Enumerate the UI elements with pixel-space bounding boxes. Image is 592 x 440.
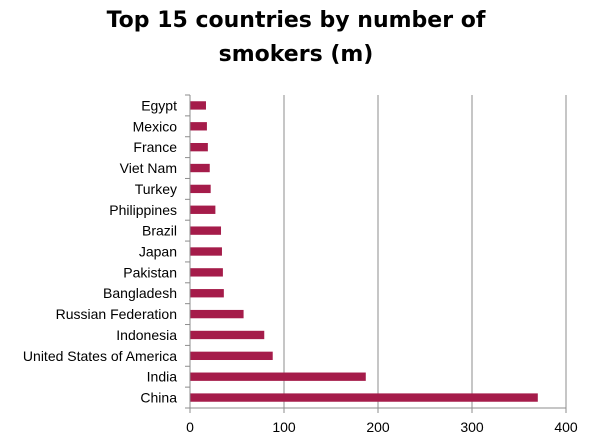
category-label-france: France xyxy=(133,139,177,155)
bar-japan xyxy=(190,247,222,256)
category-label-indonesia: Indonesia xyxy=(116,327,177,343)
category-label-russian-federation: Russian Federation xyxy=(56,306,177,322)
category-label-pakistan: Pakistan xyxy=(123,264,177,280)
bar-united-states-of-america xyxy=(190,351,273,361)
category-label-china: China xyxy=(140,390,177,406)
x-tick-label-200: 200 xyxy=(366,419,390,435)
chart-title-line-2: smokers (m) xyxy=(218,42,374,67)
category-label-united-states-of-america: United States of America xyxy=(23,348,177,364)
category-label-philippines: Philippines xyxy=(109,202,177,218)
category-label-bangladesh: Bangladesh xyxy=(103,285,177,301)
bar-pakistan xyxy=(190,268,223,277)
bar-china xyxy=(190,393,538,402)
bar-turkey xyxy=(190,184,211,194)
x-tick-label-300: 300 xyxy=(460,419,484,435)
x-tick-label-100: 100 xyxy=(272,419,296,435)
bar-brazil xyxy=(190,226,222,235)
category-label-turkey: Turkey xyxy=(135,181,177,197)
category-label-india: India xyxy=(147,369,178,385)
bar-mexico xyxy=(190,122,207,131)
chart-title-line-1: Top 15 countries by number of xyxy=(106,8,486,33)
bar-bangladesh xyxy=(190,289,224,298)
category-label-mexico: Mexico xyxy=(133,118,178,134)
category-label-japan: Japan xyxy=(139,244,177,260)
bar-indonesia xyxy=(190,330,265,340)
x-tick-label-0: 0 xyxy=(186,419,194,435)
category-label-egypt: Egypt xyxy=(141,97,177,113)
chart-title: Top 15 countries by number of smokers (m… xyxy=(0,4,592,72)
bar-india xyxy=(190,372,366,381)
bar-philippines xyxy=(190,205,216,214)
category-label-brazil: Brazil xyxy=(142,223,177,239)
x-tick-label-400: 400 xyxy=(554,419,578,435)
bar-viet-nam xyxy=(190,163,210,173)
category-label-viet-nam: Viet Nam xyxy=(120,160,177,176)
bar-egypt xyxy=(190,101,206,110)
bar-france xyxy=(190,142,208,152)
bar-russian-federation xyxy=(190,309,244,319)
